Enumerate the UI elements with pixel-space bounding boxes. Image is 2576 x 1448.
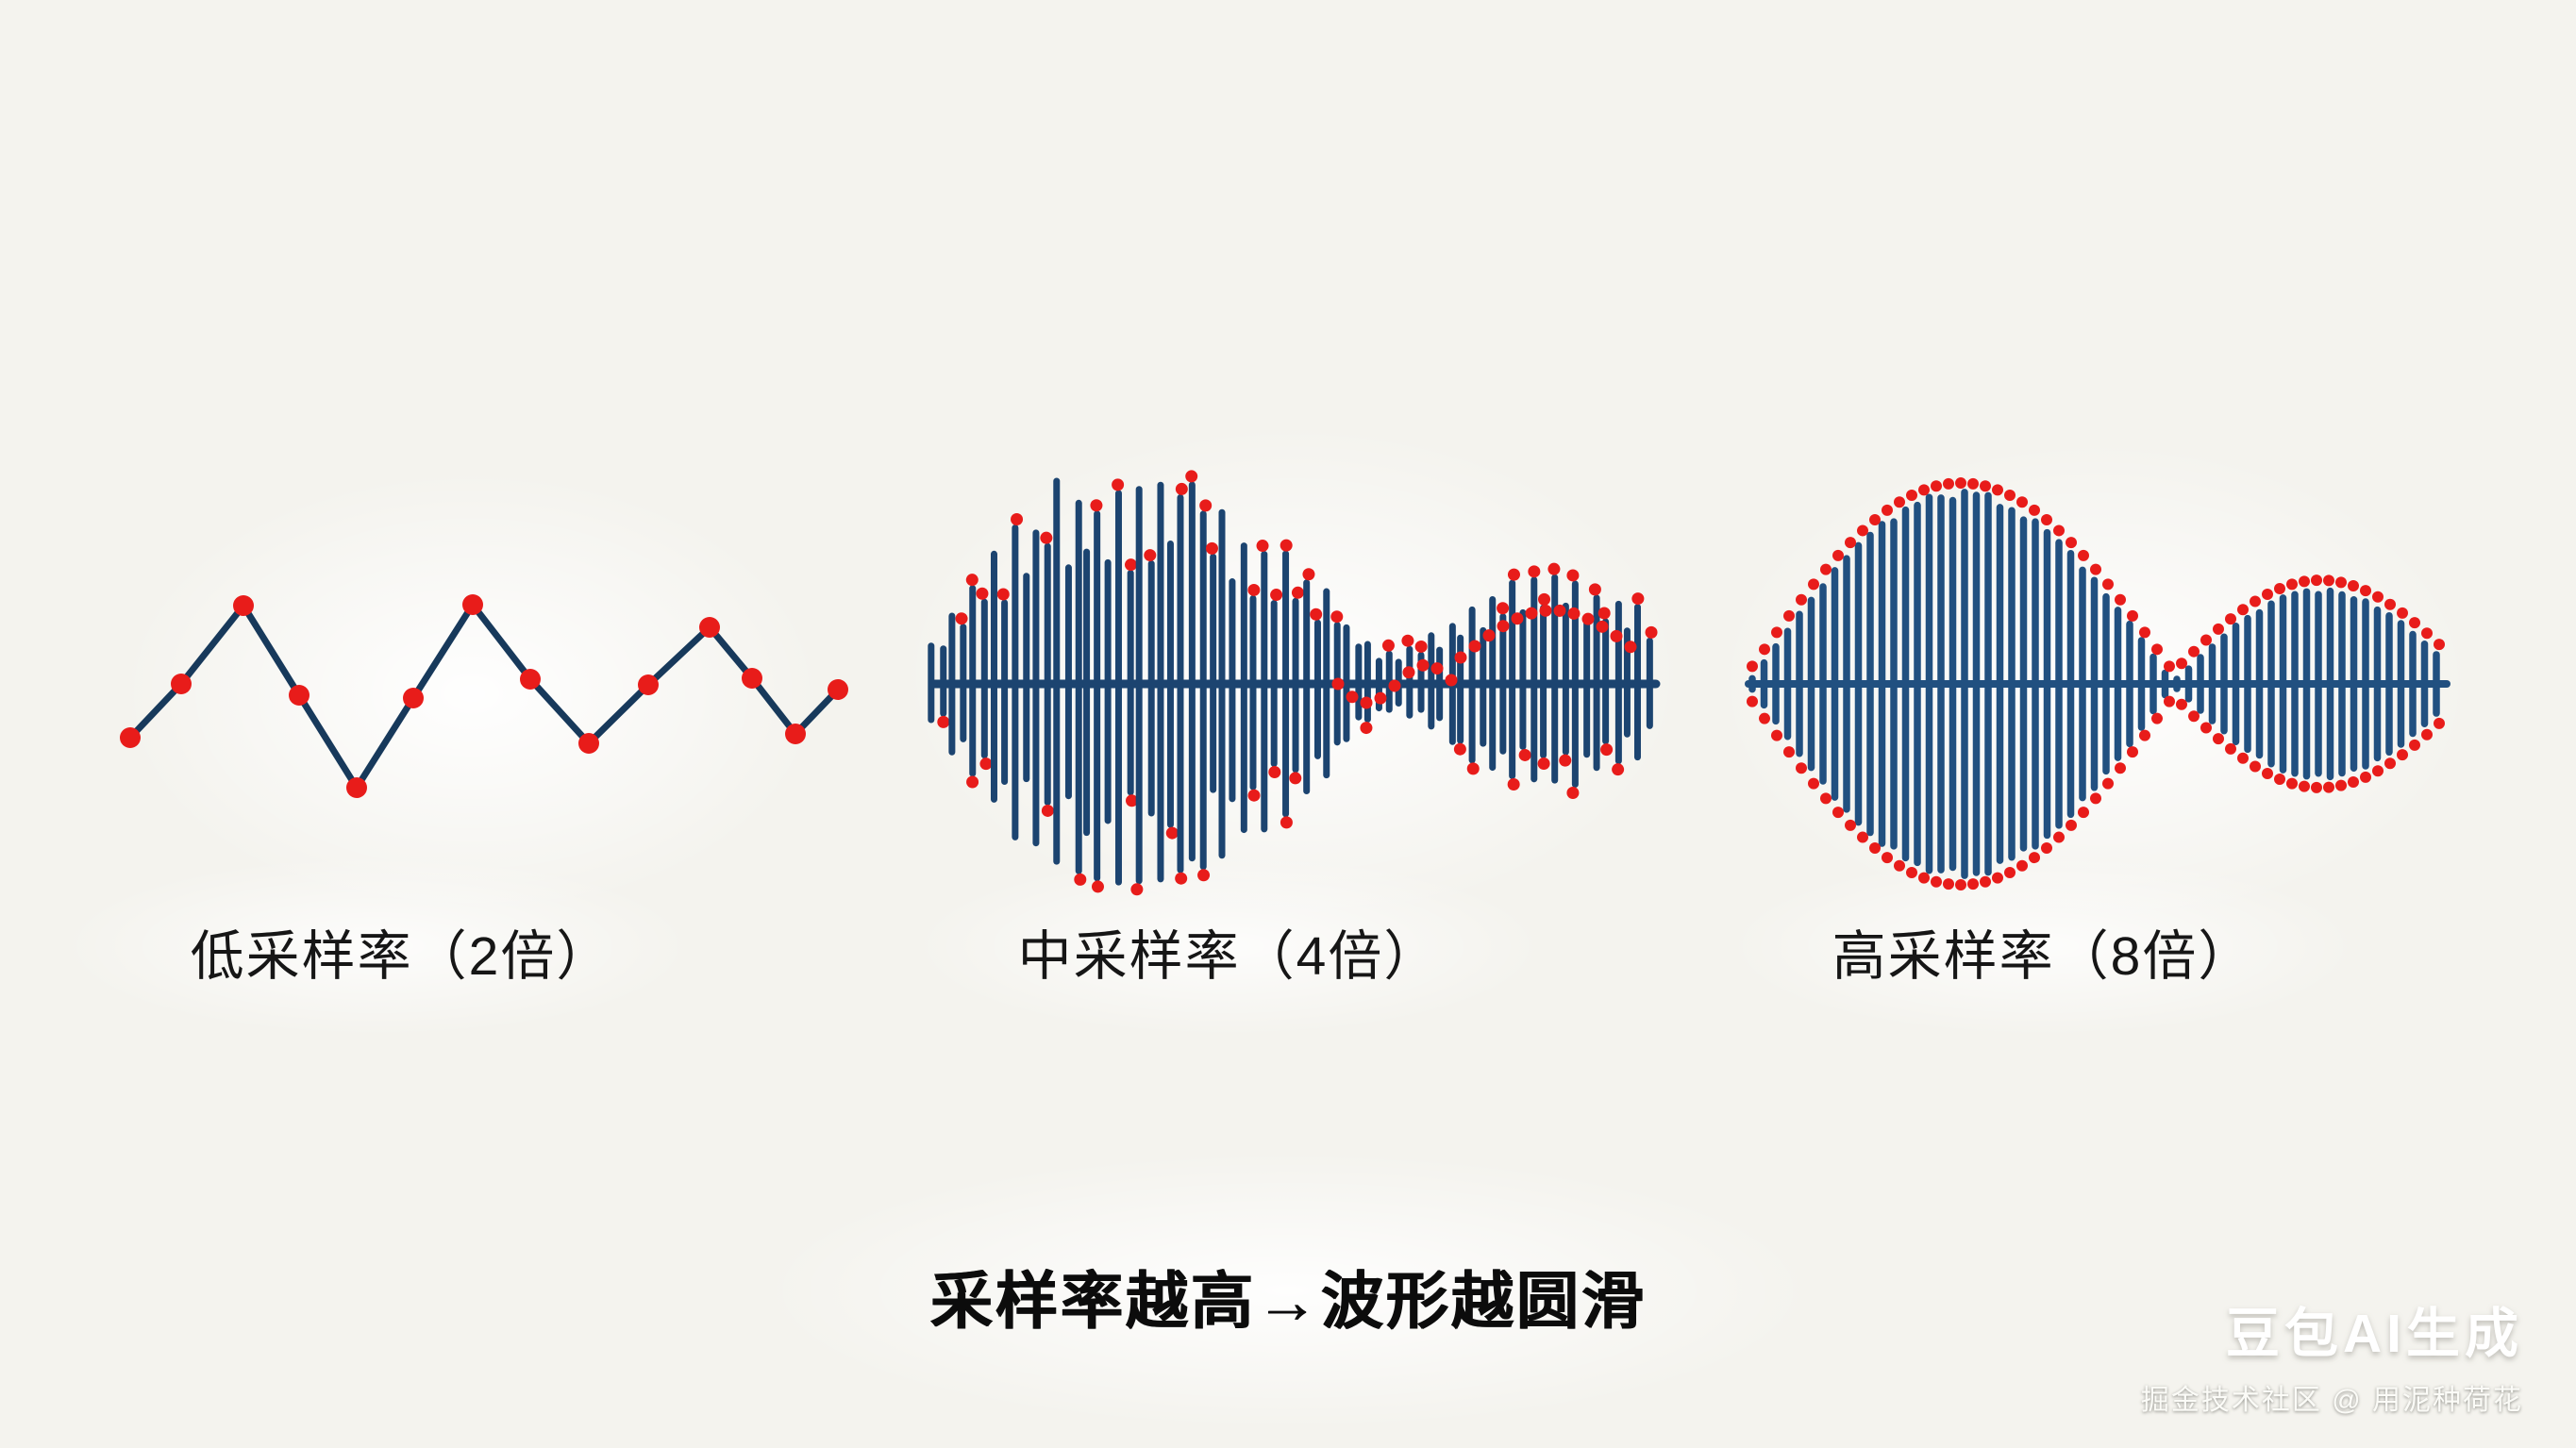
watermark-credit: 掘金技术社区 @ 用泥种荷花 [2140, 1385, 2523, 1416]
watermark: 豆包AI生成 掘金技术社区 @ 用泥种荷花 [2141, 1290, 2523, 1418]
label-high-sample-rate: 高采样率（8倍） [1832, 926, 2254, 987]
watermark-title: 豆包AI生成 [2226, 1304, 2523, 1364]
mid-sample-rate-waveform [928, 470, 1661, 896]
label-mid-sample-rate: 中采样率（4倍） [1017, 926, 1440, 987]
low-sample-rate-waveform [120, 594, 848, 798]
label-low-sample-rate: 低采样率（2倍） [190, 926, 612, 987]
headline-conclusion: 采样率越高→波形越圆滑 [929, 1266, 1647, 1336]
high-sample-rate-waveform [1745, 477, 2451, 890]
